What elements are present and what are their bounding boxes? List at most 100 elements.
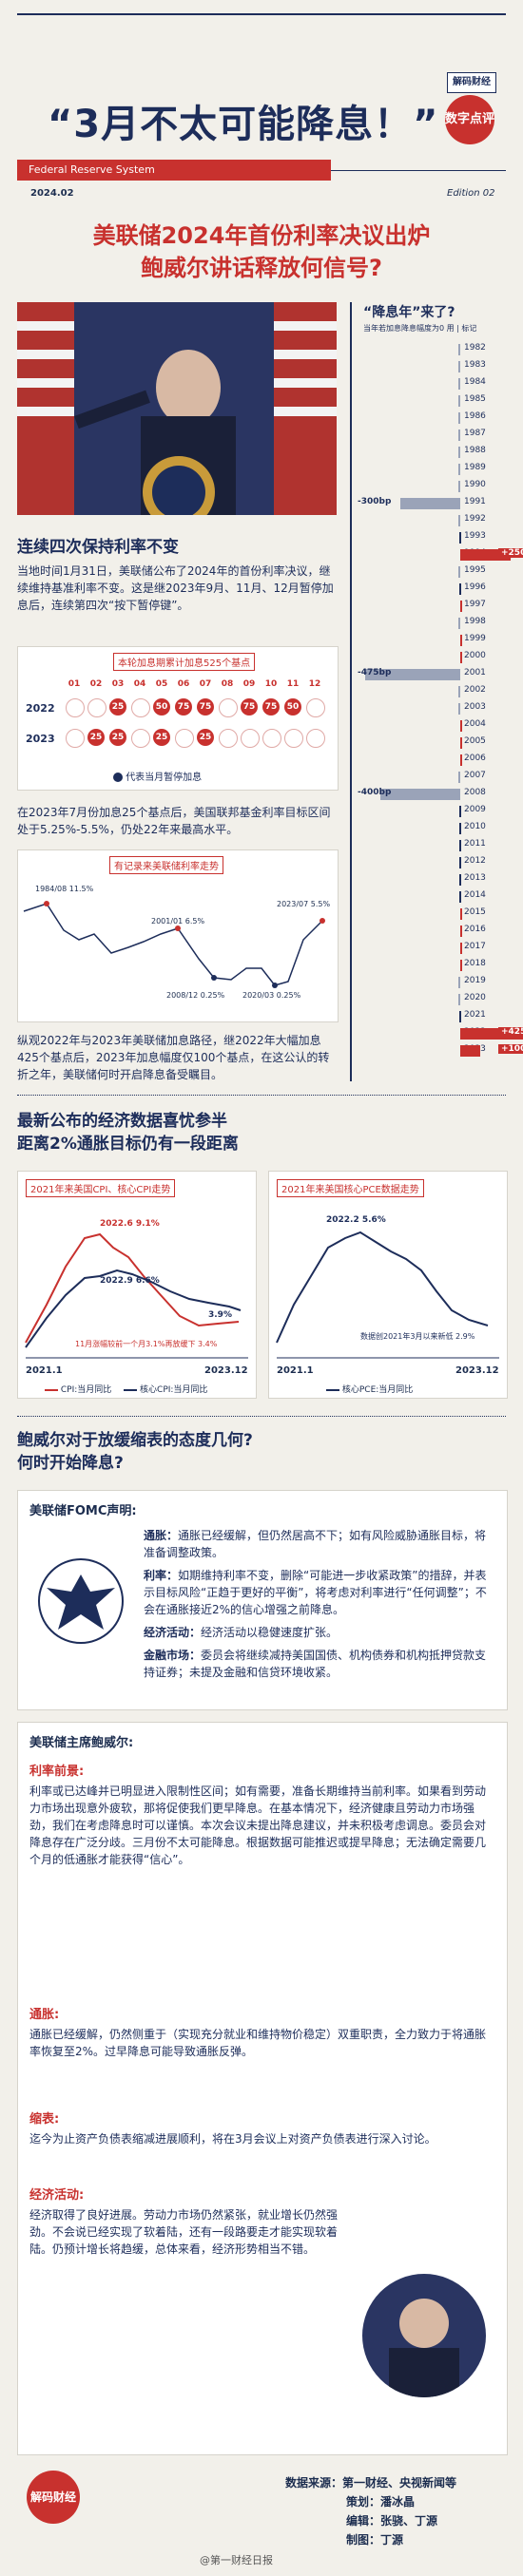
- month-label: 05: [155, 679, 168, 689]
- rate-year-label: 1988: [464, 446, 486, 455]
- rate-year-bar: [458, 412, 460, 424]
- pause-legend: 代表当月暂停加息: [113, 769, 202, 783]
- rate-year-bar: [460, 925, 462, 937]
- rate-year-label: 1997: [464, 600, 486, 609]
- fomc-item-key: 经济活动：: [144, 1626, 202, 1639]
- hike-cell: 25: [87, 729, 105, 746]
- month-label: 11: [286, 679, 300, 689]
- pce-x-start: 2021.1: [277, 1365, 314, 1376]
- rate-year-label: 2019: [464, 976, 486, 985]
- rate-year-label: 2020: [464, 993, 486, 1002]
- rate-year-bar: [458, 395, 460, 407]
- hike-cell: 75: [175, 698, 192, 716]
- rate-year-bar: [459, 532, 461, 544]
- rate-year-bar: [460, 652, 462, 663]
- rate-year-bar: [458, 515, 460, 526]
- rate-year-bar: [460, 943, 462, 954]
- eagle-seal-icon: [38, 1558, 124, 1644]
- fomc-item-text: 如期维持利率不变，删除“可能进一步收紧政策”的措辞，并表示目标风险“正趋于更好的…: [144, 1569, 487, 1616]
- rate-year-bar: [458, 994, 460, 1005]
- rate-history-line: [23, 903, 323, 986]
- rate-year-label: 1995: [464, 565, 486, 575]
- cpi-x-end: 2023.12: [204, 1365, 248, 1376]
- logo-top: 解码财经: [447, 72, 496, 93]
- cpi-latest-note: 11月涨幅较前一个月3.1%再放缓下 3.4%: [75, 1340, 218, 1348]
- rate-year-bar: [459, 823, 461, 834]
- rate-year-label: 2002: [464, 685, 486, 695]
- rate-year-label: 2013: [464, 873, 486, 883]
- hike-cell: [66, 698, 85, 717]
- footer-source: 数据来源：第一财经、央视新闻等: [285, 2476, 457, 2490]
- rate-year-bar: [459, 583, 461, 595]
- issue-date: 2024.02: [30, 188, 74, 199]
- rate-year-bar: [458, 344, 460, 355]
- section1-title: 连续四次保持利率不变: [17, 538, 179, 557]
- rate-year-bar: [460, 1045, 481, 1057]
- pce-legend: 核心PCE:当月同比: [326, 1383, 413, 1395]
- section2-title2: 距离2%通胀目标仍有一段距离: [17, 1135, 239, 1154]
- core-cpi-legend-swatch: [124, 1388, 138, 1391]
- main-title: “3月不太可能降息！”: [48, 103, 439, 146]
- photo-illustration: [17, 302, 337, 515]
- rate-year-label: 1992: [464, 514, 486, 524]
- rate-year-bar: [458, 378, 460, 390]
- pce-latest-note: 数据创2021年3月以来新低 2.9%: [360, 1332, 475, 1341]
- rate-year-bar: [458, 429, 460, 441]
- hike-cell: [306, 729, 325, 748]
- rate-year-bar: [458, 481, 460, 492]
- rate-year-label: 2006: [464, 754, 486, 763]
- pce-peak-label: 2022.2 5.6%: [326, 1215, 386, 1225]
- rate-year-bar: [458, 566, 460, 578]
- rate-year-label: 1984: [464, 377, 486, 387]
- economy-block: 经济活动: 经济取得了良好进展。劳动力市场仍然紧张，就业增长仍然强劲。不会说已经…: [29, 2185, 343, 2258]
- rate-years: 1982 1983 1984 1985 1986 1987 1988 1989 1990 1991…: [354, 342, 523, 1064]
- qt-text: 迄今为止资产负债表缩减进展顺利，将在3月会议上对资产负债表进行深入讨论。: [29, 2132, 436, 2146]
- rate-year-bar: [458, 464, 460, 475]
- hike-cell: [284, 729, 303, 748]
- rate-year-label: 1999: [464, 634, 486, 643]
- rate-year-bar: [459, 857, 461, 868]
- month-label: 03: [111, 679, 125, 689]
- section-bar: Federal Reserve System: [17, 160, 331, 181]
- rate-change-label: +250bp: [498, 548, 523, 558]
- rate-year-label: 2007: [464, 771, 486, 780]
- month-label: 12: [308, 679, 321, 689]
- cpi-chart: [25, 1232, 248, 1359]
- rate-year-label: 1998: [464, 617, 486, 626]
- rate-year-label: 2010: [464, 822, 486, 831]
- fomc-items: 通胀：通胀已经缓解，但仍然居高不下；如有风险威胁通胀目标，将准备调整政策。 利率：…: [144, 1527, 495, 1687]
- month-label: 08: [221, 679, 234, 689]
- rate-year-label: 1985: [464, 394, 486, 404]
- divider-2: [17, 1416, 506, 1417]
- rate-change-label: -400bp: [358, 788, 392, 797]
- rate-change-label: +425bp: [498, 1027, 523, 1037]
- rate-year-label: 2017: [464, 942, 486, 951]
- rate-change-label: -475bp: [358, 668, 392, 677]
- pause-marker-icon: [113, 773, 123, 782]
- rate-year-label: 2001: [464, 668, 486, 677]
- top-rule: [17, 13, 506, 15]
- footer-logo: 解码财经: [27, 2471, 80, 2524]
- headline-2: 鲍威尔讲话释放何信号?: [141, 255, 382, 281]
- watermark: @第一财经日报: [200, 2554, 273, 2566]
- hike-cell: [219, 729, 238, 748]
- section3-title1: 鲍威尔对于放缓缩表的态度几何?: [17, 1431, 253, 1450]
- rate-point-2008: [211, 975, 217, 981]
- rate-year-label: 1983: [464, 360, 486, 370]
- rate-year-bar: [460, 601, 462, 612]
- powell-portrait: [362, 2274, 486, 2397]
- rate-year-label: 1986: [464, 411, 486, 421]
- fomc-title: 美联储FOMC声明:: [29, 1504, 137, 1518]
- qt-block: 缩表: 迄今为止资产负债表缩减进展顺利，将在3月会议上对资产负债表进行深入讨论。: [29, 2109, 495, 2147]
- rate-point-2023: [320, 918, 325, 924]
- hike-table-card: 本轮加息期累计加息525个基点 01 02 03 04 05 06 07 08 09 10 11 12…: [17, 646, 339, 791]
- rate-year-label: 2005: [464, 736, 486, 746]
- month-label: 07: [199, 679, 212, 689]
- section-label: Federal Reserve System: [29, 163, 155, 176]
- chair-card: 美联储主席鲍威尔: 利率前景: 利率或已达峰并已明显进入限制性区间；如有需要，准…: [17, 1722, 508, 2455]
- rate-year-label: 2000: [464, 651, 486, 660]
- inflation-text: 通胀已经缓解，仍然侧重于（实现充分就业和维持物价稳定）双重职责，全力致力于将通胀…: [29, 2028, 487, 2058]
- fomc-item-text: 委员会将继续减持美国国债、机构债券和机构抵押贷款支持证券；未提及金融和信贷环境收…: [144, 1649, 487, 1679]
- rate-year-label: 1990: [464, 480, 486, 489]
- rate-year-label: 2021: [464, 1010, 486, 1020]
